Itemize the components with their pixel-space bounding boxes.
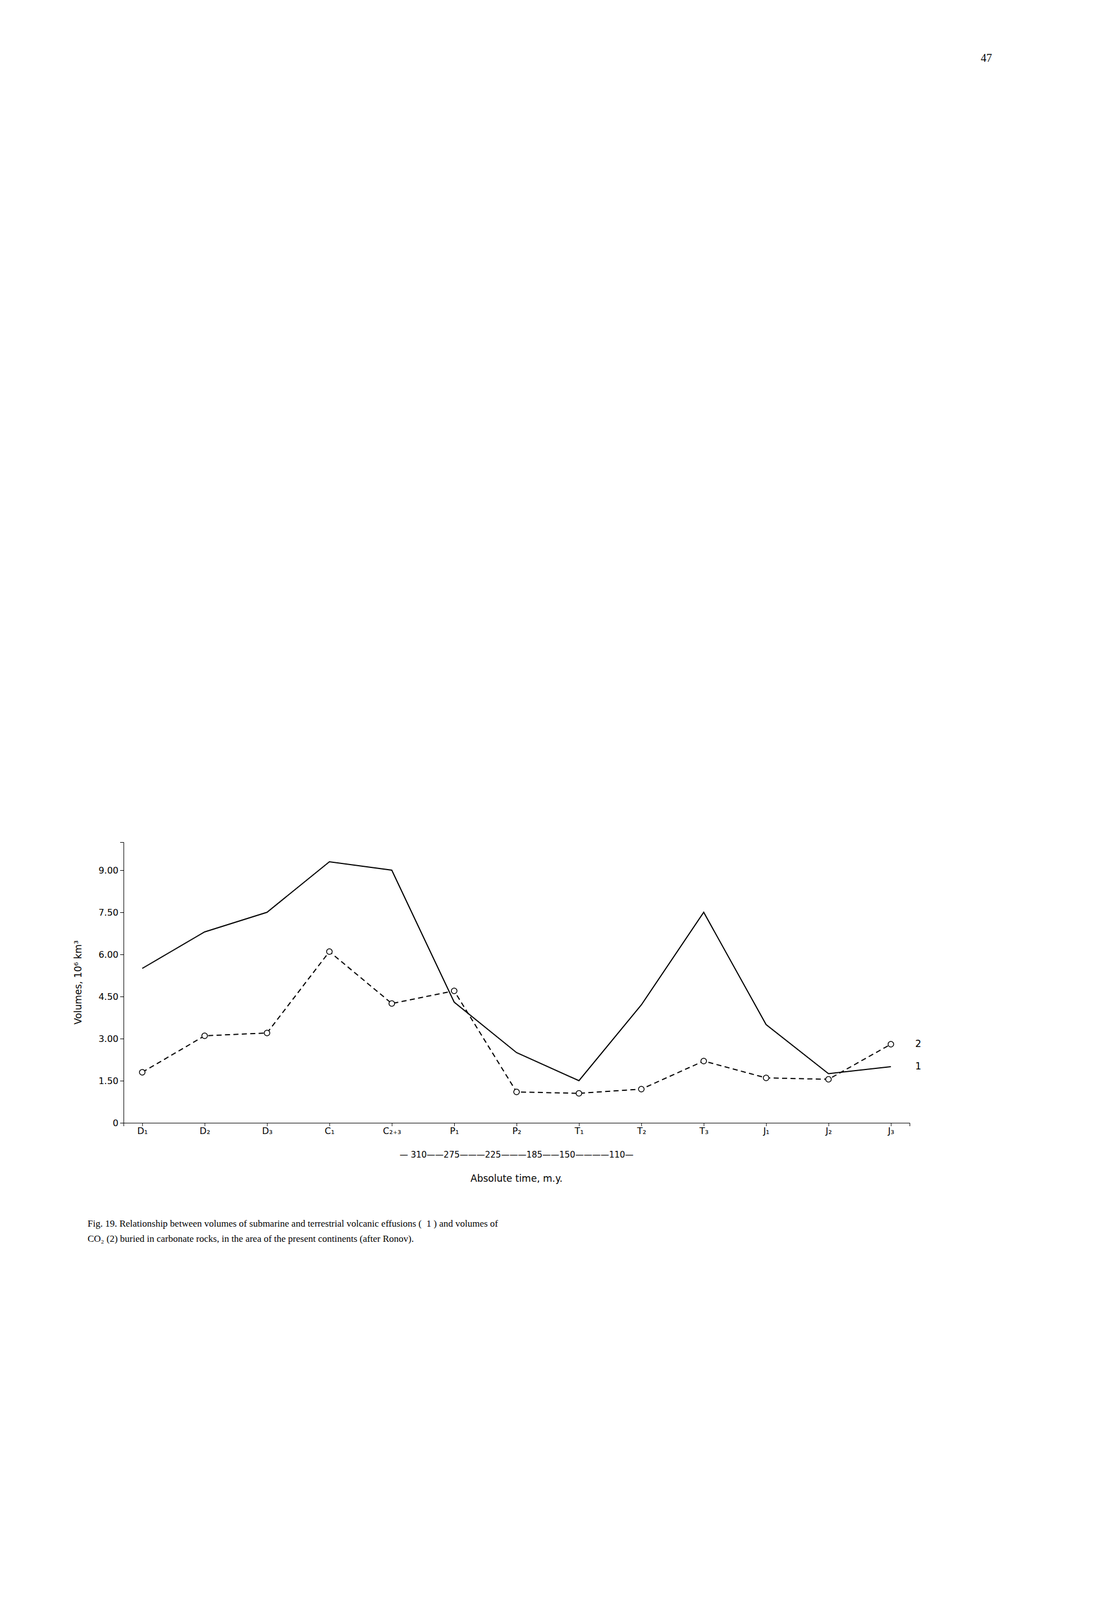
series-marker <box>825 1076 832 1083</box>
y-tick-mark <box>120 996 124 998</box>
x-tick: D₁ <box>137 1122 148 1137</box>
y-tick: 0 <box>112 1117 124 1129</box>
y-tick-mark <box>120 954 124 956</box>
series-marker <box>139 1069 145 1076</box>
time-row: — 310——275———225———185——150————110— <box>399 1149 634 1161</box>
caption-line: Fig. 19. Relationship between volumes of… <box>87 1218 499 1230</box>
y-tick-mark <box>120 1122 124 1124</box>
x-tick-label: C₂₊₃ <box>382 1125 401 1137</box>
x-tick: C₂₊₃ <box>382 1122 401 1137</box>
x-tick: J₂ <box>824 1122 832 1137</box>
y-tick-mark <box>120 870 124 871</box>
series-line <box>142 951 891 1094</box>
series-marker <box>763 1075 769 1081</box>
y-tick: 7.50 <box>98 907 124 919</box>
x-tick: D₃ <box>262 1122 273 1137</box>
series-line <box>142 861 891 1081</box>
y-tick: 3.00 <box>98 1033 124 1045</box>
series-marker <box>451 988 458 994</box>
x-tick: P₁ <box>449 1122 459 1137</box>
y-tick-mark <box>120 1038 124 1040</box>
x-axis-title: Absolute time, m.y. <box>470 1172 563 1185</box>
series-marker <box>389 1001 395 1007</box>
x-tick-label: C₁ <box>324 1125 335 1137</box>
x-tick: D₂ <box>199 1122 211 1137</box>
y-tick-label: 1.50 <box>98 1075 119 1087</box>
y-tick-mark <box>120 912 124 913</box>
series-end-label: 1 <box>915 1060 922 1072</box>
y-tick-label: 3.00 <box>98 1033 119 1045</box>
series-marker <box>700 1058 707 1064</box>
y-tick: 1.50 <box>98 1075 124 1087</box>
x-tick: J₁ <box>762 1122 770 1137</box>
x-tick-label: T₂ <box>636 1125 647 1137</box>
x-tick-label: T₁ <box>574 1125 584 1137</box>
series-end-label: 2 <box>915 1038 922 1050</box>
series-marker <box>201 1033 208 1039</box>
y-axis: 0 1.50 3.00 4.50 6.00 7.50 9.00 <box>98 842 124 1129</box>
series-marker <box>638 1086 645 1093</box>
x-axis: D₁ D₂ D₃ C₁ C₂₊₃ P₁ P₂ T₁ T₂ T₃ J₁ J₂ J₃ <box>124 1122 911 1137</box>
y-tick-label: 7.50 <box>98 907 119 919</box>
x-tick: T₂ <box>636 1122 647 1137</box>
series-marker <box>576 1090 582 1097</box>
x-tick: T₃ <box>699 1122 709 1137</box>
x-tick: C₁ <box>324 1122 335 1137</box>
x-tick-label: T₃ <box>699 1125 709 1137</box>
x-tick-label: P₁ <box>449 1125 459 1137</box>
series-marker <box>513 1089 520 1095</box>
x-tick-label: P₂ <box>512 1125 522 1137</box>
x-tick: J₃ <box>887 1122 895 1137</box>
x-tick: T₁ <box>574 1122 584 1137</box>
x-tick-label: J₁ <box>762 1125 770 1137</box>
x-tick-label: J₂ <box>824 1125 832 1137</box>
series-marker <box>326 948 333 955</box>
x-tick-label: J₃ <box>887 1125 895 1137</box>
y-tick-label: 4.50 <box>98 991 119 1003</box>
x-tick: P₂ <box>512 1122 522 1137</box>
y-tick: 9.00 <box>98 865 124 876</box>
y-tick-label: 6.00 <box>98 949 119 961</box>
end-labels: 12 <box>915 1038 922 1072</box>
y-axis-line <box>120 842 125 1124</box>
series-marker <box>888 1041 894 1048</box>
plot-area <box>139 861 894 1097</box>
y-tick: 6.00 <box>98 949 124 961</box>
series-marker <box>264 1030 271 1036</box>
x-tick-label: D₃ <box>262 1125 273 1137</box>
y-tick-mark <box>120 1080 124 1082</box>
x-tick-label: D₁ <box>137 1125 148 1137</box>
y-tick-label: 0 <box>112 1117 119 1129</box>
y-tick-label: 9.00 <box>98 865 119 876</box>
x-tick-label: D₂ <box>199 1125 211 1137</box>
y-tick: 4.50 <box>98 991 124 1003</box>
caption-line: CO₂ (2) buried in carbonate rocks, in th… <box>87 1233 414 1245</box>
page-number: 47 <box>980 51 993 65</box>
y-axis-title: Volumes, 10⁶ km³ <box>72 940 84 1025</box>
chart: 0 1.50 3.00 4.50 6.00 7.50 9.00 D₁ D₂ D₃ C₁ C₂₊₃ P₁ P… <box>0 0 1096 1600</box>
